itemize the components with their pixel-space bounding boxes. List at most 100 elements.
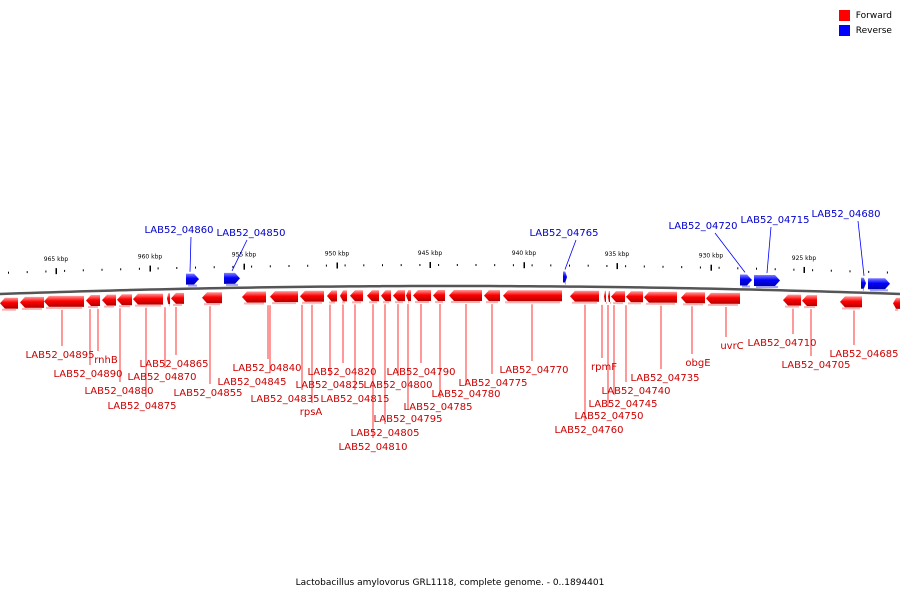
forward-gene-label[interactable]: uvrC [720,341,743,352]
forward-gene-label[interactable]: LAB52_04780 [431,389,500,400]
forward-gene-label[interactable]: LAB52_04790 [386,367,455,378]
forward-gene[interactable] [783,294,801,306]
forward-gene-label[interactable]: LAB52_04775 [458,378,527,389]
forward-gene-label[interactable]: LAB52_04815 [320,394,389,405]
forward-gene-label[interactable]: LAB52_04890 [53,369,122,380]
gene-shadow [369,301,377,304]
forward-gene[interactable] [102,294,116,306]
forward-gene[interactable] [681,292,705,304]
forward-gene-label[interactable]: LAB52_04810 [338,442,407,453]
reverse-gene-label[interactable]: LAB52_04860 [144,225,213,236]
forward-gene-label[interactable]: LAB52_04760 [554,425,623,436]
forward-gene[interactable] [133,293,163,305]
gene-shadow [606,301,607,304]
reverse-gene[interactable] [868,278,890,290]
gene-shadow [435,301,443,303]
forward-gene[interactable] [503,290,562,302]
reverse-gene-label[interactable]: LAB52_04765 [529,228,598,239]
reverse-gene-label[interactable]: LAB52_04715 [740,215,809,226]
forward-gene[interactable] [20,296,44,308]
forward-gene[interactable] [608,291,610,302]
forward-gene[interactable] [44,295,84,307]
forward-gene[interactable] [611,291,625,303]
forward-gene[interactable] [300,290,324,302]
forward-gene-label[interactable]: LAB52_04805 [350,428,419,439]
gene-shadow [2,308,16,311]
forward-gene-label[interactable]: LAB52_04835 [250,394,319,405]
major-tick-label: 935 kbp [605,251,630,258]
forward-gene-label[interactable]: LAB52_04705 [781,360,850,371]
forward-gene-label[interactable]: rpsA [300,407,323,418]
forward-gene-label[interactable]: LAB52_04825 [295,380,364,391]
reverse-gene-label[interactable]: LAB52_04850 [216,228,285,239]
forward-gene-label[interactable]: LAB52_04735 [630,373,699,384]
forward-gene-label[interactable]: rnhB [94,355,118,366]
forward-gene[interactable] [350,290,363,302]
reverse-gene[interactable] [224,272,240,284]
forward-gene[interactable] [644,291,677,303]
forward-gene[interactable] [171,292,184,304]
forward-gene[interactable] [449,290,482,301]
minor-tick [269,265,271,268]
forward-gene[interactable] [413,290,431,301]
forward-gene-label[interactable]: LAB52_04820 [307,367,376,378]
forward-gene[interactable] [406,290,411,302]
forward-gene-label[interactable]: LAB52_04845 [217,377,286,388]
forward-gene[interactable] [86,295,100,306]
gene-shadow [408,301,409,304]
forward-gene[interactable] [570,290,599,302]
forward-gene[interactable] [367,290,379,302]
forward-gene[interactable] [706,292,740,304]
forward-gene-label[interactable]: LAB52_04750 [574,411,643,422]
forward-gene-label[interactable]: LAB52_04785 [403,402,472,413]
minor-tick [699,266,701,269]
gene-shadow [244,302,264,305]
minor-tick [26,271,28,274]
forward-gene[interactable] [604,290,606,302]
minor-tick [288,265,290,267]
forward-gene[interactable] [802,295,817,307]
forward-gene-label[interactable]: LAB52_04870 [127,372,196,383]
forward-gene-label[interactable]: rpmF [591,362,617,373]
forward-gene[interactable] [840,296,862,308]
forward-gene-label[interactable]: LAB52_04840 [232,363,301,374]
reverse-gene-label[interactable]: LAB52_04720 [668,221,737,232]
reverse-gene-label[interactable]: LAB52_04680 [811,209,880,220]
forward-gene[interactable] [381,290,391,302]
forward-gene-label[interactable]: LAB52_04795 [373,414,442,425]
forward-gene[interactable] [202,292,222,304]
forward-gene-label[interactable]: LAB52_04875 [107,401,176,412]
forward-gene-label[interactable]: LAB52_04880 [84,386,153,397]
reverse-gene[interactable] [563,271,567,283]
forward-gene-label[interactable]: LAB52_04685 [829,349,898,360]
forward-gene-label[interactable]: LAB52_04800 [363,380,432,391]
forward-gene[interactable] [167,293,170,305]
forward-gene[interactable] [893,297,900,309]
forward-gene-label[interactable]: LAB52_04770 [499,365,568,376]
forward-gene-label[interactable]: LAB52_04745 [588,399,657,410]
gene-shadow [486,301,498,304]
minor-tick [830,269,832,272]
minor-tick [307,264,309,267]
forward-gene-label[interactable]: LAB52_04895 [25,350,94,361]
forward-gene[interactable] [393,290,405,302]
major-tick-label: 930 kbp [699,253,724,260]
forward-gene[interactable] [0,297,18,309]
forward-gene[interactable] [484,290,500,302]
forward-gene[interactable] [270,291,298,303]
forward-gene[interactable] [117,294,132,306]
forward-gene-label[interactable]: obgE [685,358,710,369]
forward-gene[interactable] [242,291,266,303]
forward-gene-label[interactable]: LAB52_04710 [747,338,816,349]
forward-gene-label[interactable]: LAB52_04865 [139,359,208,370]
forward-gene-label[interactable]: LAB52_04740 [601,386,670,397]
forward-gene[interactable] [327,290,337,302]
reverse-gene[interactable] [861,277,866,289]
reverse-gene[interactable] [740,274,752,286]
reverse-gene[interactable] [754,275,780,286]
reverse-gene[interactable] [186,273,199,285]
forward-gene[interactable] [340,290,347,302]
forward-gene[interactable] [433,290,445,301]
forward-gene-label[interactable]: LAB52_04855 [173,388,242,399]
forward-gene[interactable] [626,291,643,303]
